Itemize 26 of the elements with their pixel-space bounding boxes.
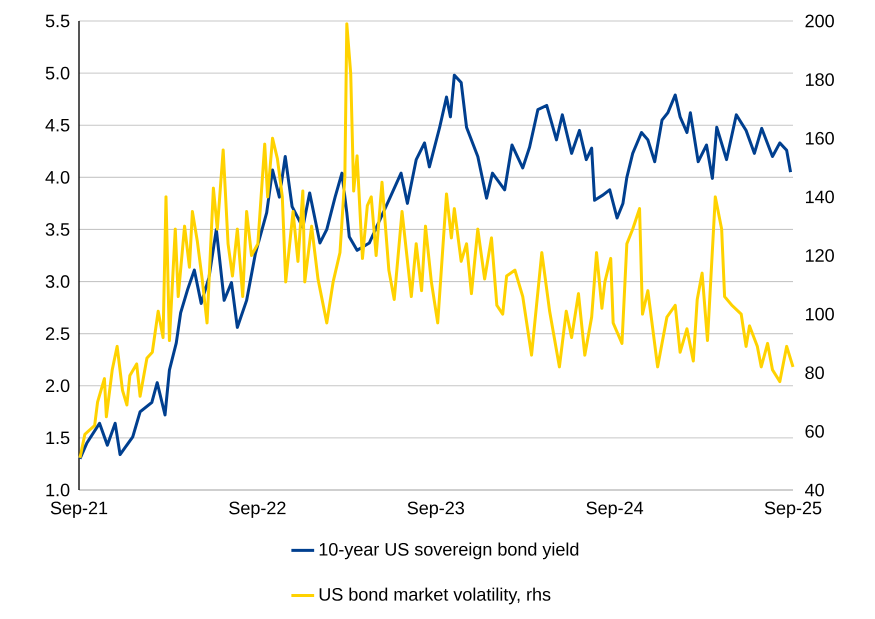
y-tick-label: 2.0 (46, 379, 70, 392)
y-tick-label: 5.5 (46, 14, 70, 28)
legend-label: 10-year US sovereign bond yield (320, 542, 578, 560)
y-tick-label: 2.5 (46, 327, 70, 340)
y2-tick-label: 80 (805, 366, 824, 380)
y2-tick-label: 120 (806, 249, 834, 262)
y2-tick-label: 200 (806, 14, 834, 28)
y-tick-label: 4.0 (45, 170, 70, 184)
x-tick-label: Sep-22 (229, 502, 286, 518)
x-tick-label: Sep-23 (408, 502, 464, 518)
y2-tick-label: 60 (806, 425, 824, 438)
y2-tick-label: 140 (806, 190, 834, 204)
legend-label: US bond market volatility, rhs (320, 588, 550, 604)
x-tick-label: Sep-24 (586, 502, 644, 518)
y-tick-label: 5.0 (46, 66, 70, 80)
y-tick-label: 1.5 (46, 432, 70, 444)
x-tick-label: Sep-21 (50, 502, 108, 518)
y2-tick-label: 180 (806, 73, 834, 86)
y-tick-label: 1.0 (46, 484, 70, 496)
y-tick-label: 4.5 (45, 118, 70, 132)
y-tick-label: 3.5 (46, 223, 70, 236)
y-tick-label: 3.0 (46, 275, 70, 288)
y2-tick-label: 160 (806, 132, 834, 145)
y2-tick-label: 40 (805, 484, 824, 496)
x-tick-label: Sep-25 (764, 502, 822, 518)
y2-tick-label: 100 (806, 308, 834, 320)
